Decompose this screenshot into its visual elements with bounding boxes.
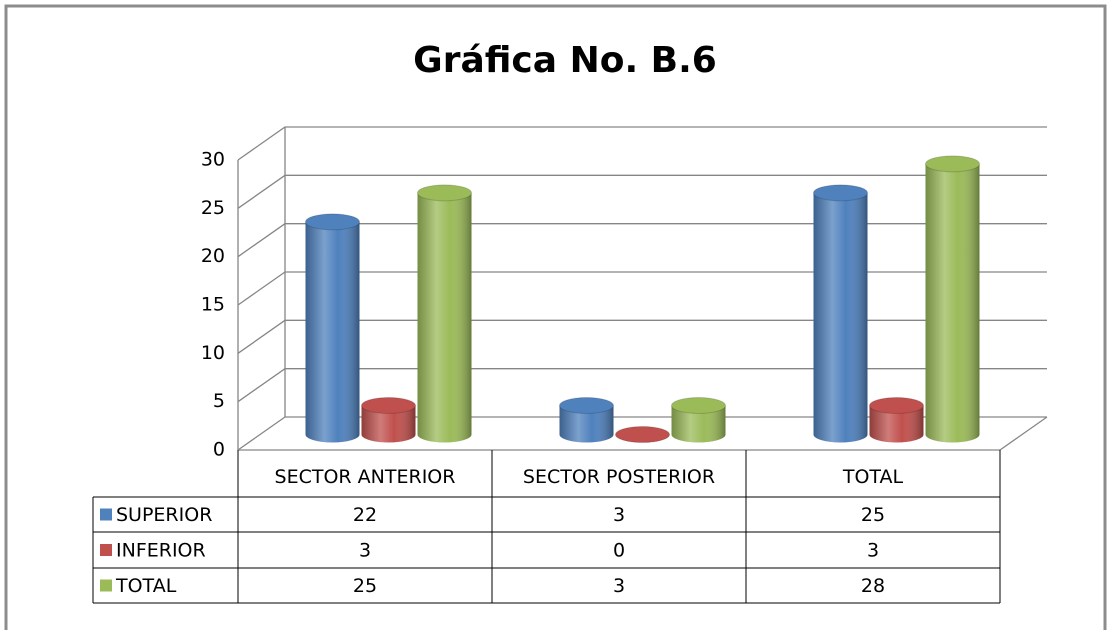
bar-shade	[813, 192, 868, 443]
bar-shade	[671, 405, 726, 443]
table-cell: 0	[613, 540, 625, 562]
table-cell: 25	[353, 575, 377, 597]
legend-label: TOTAL	[115, 575, 177, 597]
table-header: SECTOR ANTERIOR	[275, 466, 456, 488]
y-tick-label: 20	[201, 245, 225, 267]
table-cell: 28	[861, 575, 885, 597]
frame	[4, 4, 1107, 630]
y-tick-label: 25	[201, 197, 225, 219]
legend-label: INFERIOR	[116, 540, 206, 562]
y-tick-label: 15	[201, 294, 225, 316]
bar-shade	[305, 221, 360, 443]
bar-cap	[869, 397, 924, 414]
legend-label: SUPERIOR	[116, 504, 212, 526]
table-cell: 3	[613, 575, 625, 597]
table-header: TOTAL	[842, 466, 904, 488]
y-tick-label: 30	[201, 149, 225, 171]
table-cell: 3	[867, 540, 879, 562]
chart-title: Gráfica No. B.6	[413, 40, 717, 81]
table-grid	[92, 450, 1001, 604]
y-tick-label: 5	[213, 390, 225, 412]
bar-cap	[417, 184, 472, 202]
bar-cap	[671, 397, 726, 414]
table-cell: 25	[861, 504, 885, 526]
bar-cap	[615, 426, 670, 443]
bar-shade	[559, 405, 614, 443]
bar-cap	[559, 397, 614, 414]
bar-cap	[813, 184, 868, 202]
bar-cap	[361, 397, 416, 414]
legend-key	[100, 544, 112, 556]
legend-key	[100, 579, 112, 592]
grid-line	[237, 126, 1047, 161]
bar-shade	[925, 163, 980, 443]
table-cell: 22	[353, 504, 377, 526]
table-header: SECTOR POSTERIOR	[523, 466, 715, 488]
side-wall	[237, 127, 286, 450]
y-tick-label: 0	[213, 439, 225, 461]
bar-shade	[869, 405, 924, 443]
bar-shade	[361, 405, 416, 443]
table-cell: 3	[613, 504, 625, 526]
y-tick-label: 10	[201, 342, 225, 364]
bar-cap	[925, 155, 980, 173]
bar-shade	[417, 192, 472, 443]
table-cell: 3	[359, 540, 371, 562]
legend-key	[100, 508, 112, 521]
bar-cap	[305, 213, 360, 231]
